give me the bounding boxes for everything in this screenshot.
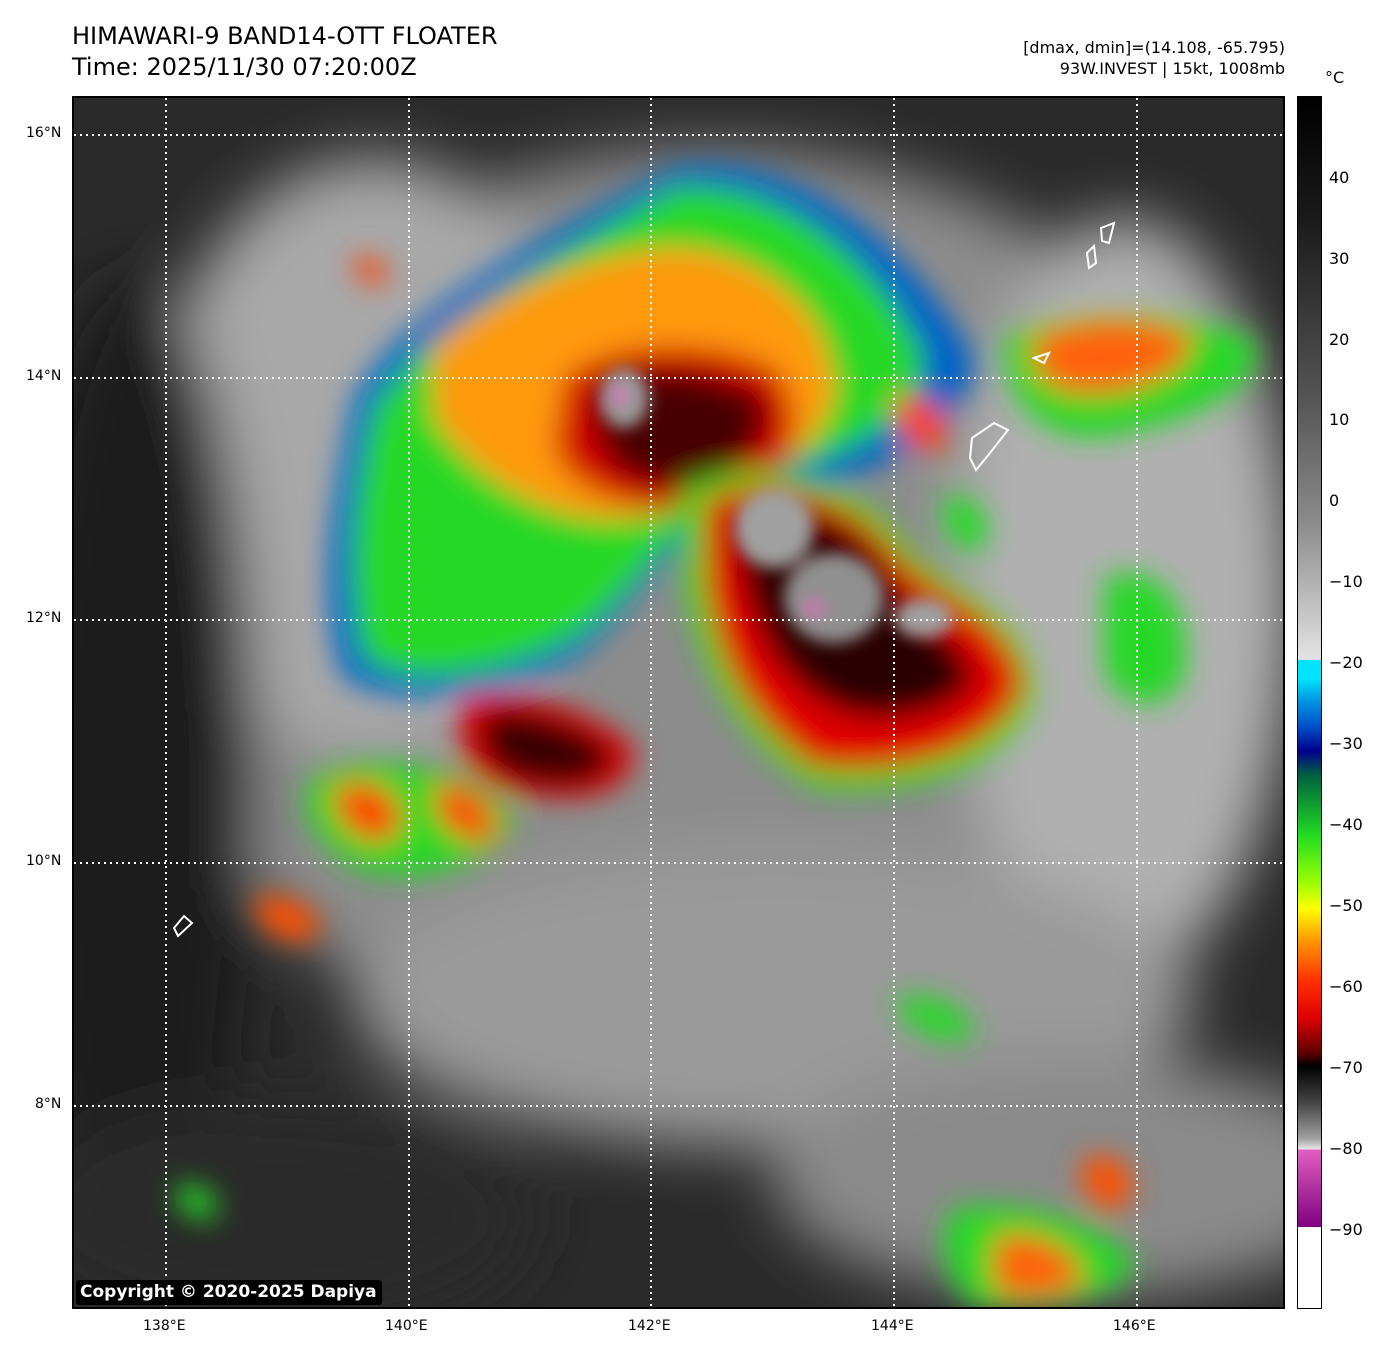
dmax-dmin-readout: [dmax, dmin]=(14.108, -65.795) xyxy=(1023,38,1285,57)
colorbar-tick-m50: −50 xyxy=(1329,896,1363,915)
ir-imagery xyxy=(74,98,1283,1307)
colorbar-tick-m20: −20 xyxy=(1329,653,1363,672)
colorbar-tick-m70: −70 xyxy=(1329,1058,1363,1077)
lat-label-10n: 10°N xyxy=(26,853,62,869)
lon-label-142e: 142°E xyxy=(628,1318,671,1334)
convection xyxy=(174,165,1257,1307)
copyright-label: Copyright © 2020-2025 Dapiya xyxy=(76,1280,382,1305)
satellite-map: Copyright © 2020-2025 Dapiya xyxy=(72,96,1285,1309)
lon-label-138e: 138°E xyxy=(143,1318,186,1334)
colorbar-tick-m30: −30 xyxy=(1329,734,1363,753)
colorbar-tick-40: 40 xyxy=(1329,168,1350,187)
colorbar-unit: °C xyxy=(1325,68,1345,87)
colorbar-tick-20: 20 xyxy=(1329,330,1350,349)
colorbar-tick-m60: −60 xyxy=(1329,977,1363,996)
lat-label-16n: 16°N xyxy=(26,125,62,141)
colorbar-tick-10: 10 xyxy=(1329,410,1350,429)
overshooting-tops xyxy=(599,368,954,643)
colorbar-tick-m90: −90 xyxy=(1329,1220,1363,1239)
coastlines xyxy=(172,221,1116,938)
colorbar-tick-30: 30 xyxy=(1329,249,1350,268)
lat-label-8n: 8°N xyxy=(35,1096,62,1112)
colorbar-tick-0: 0 xyxy=(1329,491,1340,510)
lat-label-12n: 12°N xyxy=(26,610,62,626)
colorbar-tick-m40: −40 xyxy=(1329,815,1363,834)
colorbar xyxy=(1297,96,1322,1309)
chart-title: HIMAWARI-9 BAND14-OTT FLOATER xyxy=(72,22,498,50)
lon-label-146e: 146°E xyxy=(1113,1318,1156,1334)
colorbar-tick-m10: −10 xyxy=(1329,572,1363,591)
storm-info: 93W.INVEST | 15kt, 1008mb xyxy=(1059,59,1285,78)
timestamp: Time: 2025/11/30 07:20:00Z xyxy=(72,53,417,81)
lat-label-14n: 14°N xyxy=(26,368,62,384)
colorbar-tick-m80: −80 xyxy=(1329,1139,1363,1158)
lon-label-140e: 140°E xyxy=(385,1318,428,1334)
lon-label-144e: 144°E xyxy=(871,1318,914,1334)
